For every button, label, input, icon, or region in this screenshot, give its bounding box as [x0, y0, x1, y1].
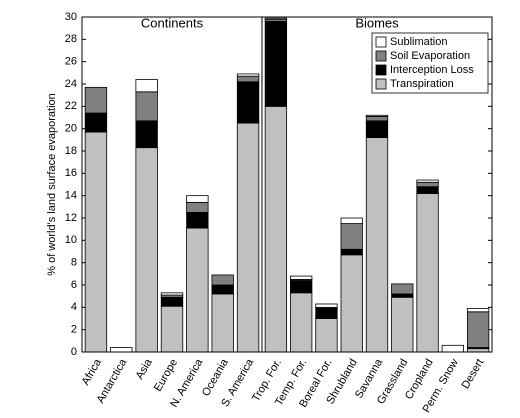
- bar-segment: [365, 114, 389, 117]
- y-tick-label: 0: [71, 346, 77, 358]
- x-tick-label: Europe: [152, 357, 180, 394]
- y-tick-label: 2: [71, 324, 77, 336]
- y-tick-label: 18: [65, 145, 77, 157]
- bar-segment: [236, 81, 260, 124]
- bar-segment: [416, 179, 439, 183]
- bar-segment: [340, 217, 363, 224]
- bar-segment: [236, 122, 260, 353]
- bar-segment: [211, 274, 234, 286]
- bar-segment: [315, 318, 338, 353]
- legend-swatch: [375, 78, 387, 90]
- bar-segment: [135, 120, 158, 149]
- bar-segment: [160, 305, 184, 353]
- bar-segment: [186, 212, 209, 229]
- bar-segment: [135, 147, 158, 353]
- bar-segment: [290, 292, 313, 353]
- legend-label: Soil Evaporation: [390, 50, 470, 62]
- y-tick-label: 30: [65, 11, 77, 23]
- bar-segment: [135, 91, 158, 122]
- y-tick-label: 10: [65, 234, 77, 246]
- bar-segment: [466, 308, 490, 313]
- bar-segment: [315, 303, 338, 308]
- bar-segment: [186, 195, 209, 203]
- x-tick-label: Asia: [134, 356, 156, 381]
- bar-segment: [416, 193, 439, 353]
- bar-segment: [84, 131, 108, 353]
- bar-segment: [236, 73, 260, 77]
- bar-segment: [365, 137, 389, 353]
- x-tick-label: Africa: [80, 356, 105, 387]
- bar-segment: [441, 344, 464, 353]
- legend-swatch: [375, 50, 387, 62]
- bar-segment: [365, 120, 389, 138]
- x-tick-label: Desert: [460, 357, 487, 391]
- y-tick-label: 14: [65, 190, 77, 202]
- bar-segment: [340, 248, 363, 256]
- legend-swatch: [375, 36, 387, 48]
- bar-segment: [365, 115, 389, 122]
- legend-label: Sublimation: [390, 36, 447, 48]
- bar-segment: [211, 293, 234, 353]
- bar-segment: [340, 223, 363, 250]
- bar-segment: [264, 21, 288, 107]
- y-tick-label: 20: [65, 123, 77, 135]
- plot-frame: [81, 16, 493, 353]
- bar-segment: [186, 201, 209, 213]
- bar-segment: [264, 105, 288, 353]
- y-tick-label: 22: [65, 100, 77, 112]
- bar-segment: [391, 283, 414, 295]
- y-tick-label: 26: [65, 56, 77, 68]
- y-tick-label: 16: [65, 167, 77, 179]
- bar-segment: [290, 275, 313, 280]
- legend-label: Transpiration: [390, 78, 454, 90]
- bar-segment: [110, 347, 133, 353]
- bar-segment: [84, 112, 108, 133]
- y-tick-label: 4: [71, 301, 77, 313]
- bar-segment: [264, 17, 288, 20]
- bar-segment: [211, 284, 234, 295]
- y-tick-label: 12: [65, 212, 77, 224]
- bar-segment: [186, 227, 209, 353]
- bar-segment: [160, 292, 184, 296]
- bar-segment: [391, 296, 414, 353]
- bar-segment: [290, 280, 313, 294]
- panel-title: Continents: [141, 15, 204, 30]
- legend-box: [371, 32, 489, 94]
- bar-segment: [135, 79, 158, 93]
- bar-segment: [84, 86, 108, 114]
- bar-segment: [160, 296, 184, 307]
- bar-segment: [236, 75, 260, 83]
- legend-swatch: [375, 64, 387, 76]
- bar-segment: [340, 254, 363, 353]
- y-tick-label: 28: [65, 33, 77, 45]
- bar-segment: [466, 311, 490, 348]
- bar-segment: [466, 348, 490, 353]
- y-tick-label: 6: [71, 279, 77, 291]
- bar-segment: [315, 308, 338, 319]
- bar-segment: [416, 186, 439, 194]
- legend-label: Interception Loss: [390, 64, 474, 76]
- y-tick-label: 24: [65, 78, 77, 90]
- bar-segment: [391, 293, 414, 298]
- y-axis-label: % of world's land surface evaporation: [46, 93, 58, 275]
- bar-segment: [416, 181, 439, 188]
- y-tick-label: 8: [71, 257, 77, 269]
- panel-title: Biomes: [355, 15, 399, 30]
